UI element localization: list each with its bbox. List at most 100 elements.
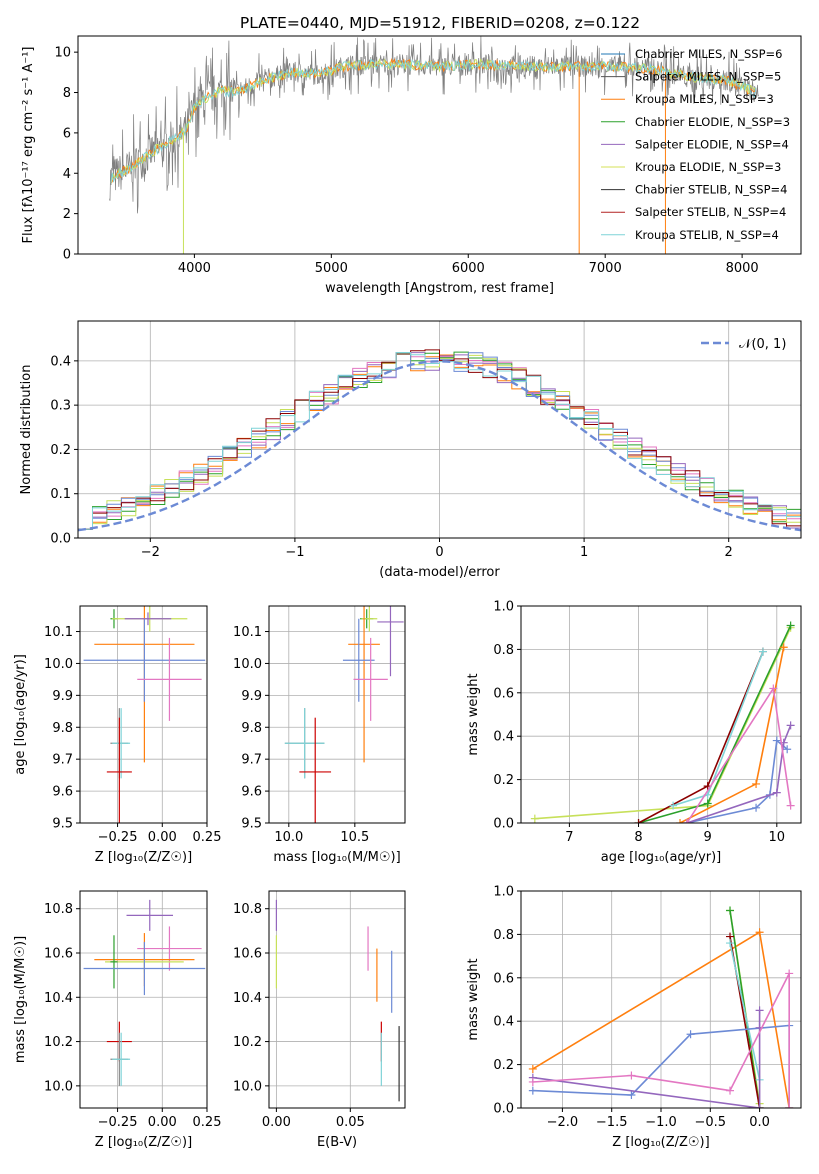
y-axis-label: Flux [fλ10⁻¹⁷ erg cm⁻² s⁻¹ A⁻¹]	[21, 47, 36, 244]
y-tick-label: 4	[63, 167, 71, 182]
x-tick-label: 1	[580, 545, 588, 560]
y-tick-label: 9.7	[241, 753, 262, 768]
x-tick-label: 5000	[315, 261, 348, 276]
x-axis-label: E(B-V)	[317, 1135, 357, 1150]
y-tick-label: 10.1	[233, 625, 262, 640]
series-line	[686, 738, 788, 823]
x-tick-label: 0.00	[148, 830, 177, 845]
y-tick-label: 0.8	[493, 643, 514, 658]
series-point	[755, 1104, 764, 1108]
y-tick-label: 1.0	[493, 885, 514, 900]
x-tick-label: 0.00	[262, 1115, 291, 1130]
series-point	[786, 801, 795, 810]
y-tick-label: 0.0	[50, 532, 71, 547]
y-tick-label: 0.0	[493, 1102, 514, 1117]
legend-label: Kroupa ELODIE, N_SSP=3	[635, 160, 781, 174]
y-tick-label: 10.6	[44, 947, 73, 962]
y-tick-label: 9.8	[52, 721, 73, 736]
y-tick-label: 10.8	[44, 902, 73, 917]
plot-area	[284, 606, 404, 823]
x-tick-label: 0.05	[336, 1115, 365, 1130]
histogram-line	[78, 349, 801, 530]
y-tick-label: 0.6	[493, 686, 514, 701]
series-point	[669, 801, 678, 810]
series-point	[528, 1077, 537, 1086]
y-tick-label: 10	[54, 46, 71, 61]
x-tick-label: 9	[704, 830, 712, 845]
y-axis-label: mass weight	[466, 958, 481, 1040]
y-tick-label: 10.0	[233, 1079, 262, 1094]
series-point	[726, 906, 735, 915]
x-axis-label: mass [log₁₀(M/M☉)]	[273, 850, 400, 865]
panel-residuals: 𝒩(0, 1) −2 −1 0 1 2 0.0 0.1 0.2 0.3 0.4 (data-model…	[19, 320, 802, 580]
x-tick-label: −1.0	[645, 1115, 677, 1130]
figure-title: PLATE=0440, MJD=51912, FIBERID=0208, z=0…	[240, 14, 640, 32]
x-tick-label: 0.00	[148, 1115, 177, 1130]
x-axis-label: age [log₁₀(age/yr)]	[601, 850, 722, 865]
y-axis-label: age [log₁₀(age/yr)]	[13, 654, 28, 775]
y-tick-label: 9.6	[241, 785, 262, 800]
y-tick-label: 10.8	[233, 902, 262, 917]
panel-weight-vs-Z: −2.0 −1.5 −1.0 −0.5 0.0 0.0 0.2 0.4 0.6 0.8 1.0 Z […	[466, 885, 802, 1150]
y-tick-label: 10.2	[44, 1035, 73, 1050]
x-tick-label: 4000	[178, 261, 211, 276]
legend-label: Salpeter ELODIE, N_SSP=4	[635, 137, 789, 151]
series-line	[729, 942, 761, 1080]
y-tick-label: 10.4	[233, 991, 262, 1006]
series-point	[785, 969, 794, 978]
series-line	[534, 627, 792, 820]
series-point	[755, 928, 764, 937]
x-tick-label: 0.25	[193, 830, 222, 845]
y-tick-label: 10.6	[233, 947, 262, 962]
x-tick-label: −1.5	[596, 1115, 628, 1130]
y-tick-label: 6	[63, 126, 71, 141]
series-point	[627, 1090, 636, 1099]
y-tick-label: 0	[63, 248, 71, 263]
plot-area	[109, 36, 759, 254]
series-point	[726, 1086, 735, 1095]
axes-frame	[268, 890, 406, 1109]
series-point	[786, 621, 795, 630]
legend-label: Kroupa MILES, N_SSP=3	[635, 92, 774, 106]
series-point	[627, 1071, 636, 1080]
legend-label: Salpeter MILES, N_SSP=5	[635, 70, 781, 84]
x-tick-label: 7000	[589, 261, 622, 276]
series-point	[786, 721, 795, 730]
histogram-line	[78, 352, 801, 530]
y-tick-label: 10.2	[233, 1035, 262, 1050]
y-tick-label: 0.2	[50, 443, 71, 458]
x-axis-label: Z [log₁₀(Z/Z☉)]	[95, 850, 192, 865]
x-tick-label: 0	[435, 545, 443, 560]
series-point	[783, 745, 792, 754]
axes-frame	[79, 890, 208, 1109]
panel-spectrum: Chabrier MILES, N_SSP=6 Salpeter MILES, N…	[21, 35, 802, 296]
panels: Chabrier MILES, N_SSP=6 Salpeter MILES, N…	[13, 35, 802, 1150]
y-tick-label: 10.4	[44, 991, 73, 1006]
x-tick-label: 6000	[452, 261, 485, 276]
x-tick-label: 0.25	[193, 1115, 222, 1130]
x-tick-label: 8	[634, 830, 642, 845]
y-tick-label: 10.0	[233, 657, 262, 672]
y-tick-label: 9.8	[241, 721, 262, 736]
series-point	[772, 788, 781, 797]
series-point	[772, 736, 781, 745]
spectrum-model-line	[110, 58, 757, 184]
x-tick-label: 0.0	[749, 1115, 770, 1130]
x-axis-label: (data-model)/error	[379, 565, 500, 580]
axes-frame	[520, 605, 802, 824]
x-tick-label: −0.25	[98, 1115, 138, 1130]
series-point	[726, 939, 735, 948]
plot-area	[530, 621, 795, 823]
series-point	[779, 643, 788, 652]
series-point	[752, 803, 761, 812]
axes-frame	[79, 605, 208, 824]
panel-mass-vs-EBV: 0.00 0.05 10.0 10.2 10.4 10.6 10.8 E(B-V)	[233, 890, 406, 1150]
panel-age-vs-mass: 10.0 10.5 9.5 9.6 9.7 9.8 9.9 10.0 10.1 mass [log…	[233, 605, 406, 865]
x-tick-label: 7	[565, 830, 573, 845]
panel-weight-vs-age: 7 8 9 10 0.0 0.2 0.4 0.6 0.8 1.0 age [log₁₀(age/yr…	[466, 600, 802, 865]
series-point	[755, 1006, 764, 1015]
x-tick-label: −2	[141, 545, 160, 560]
x-axis-label: Z [log₁₀(Z/Z☉)]	[612, 1135, 709, 1150]
series-point	[703, 799, 712, 808]
y-tick-label: 2	[63, 207, 71, 222]
